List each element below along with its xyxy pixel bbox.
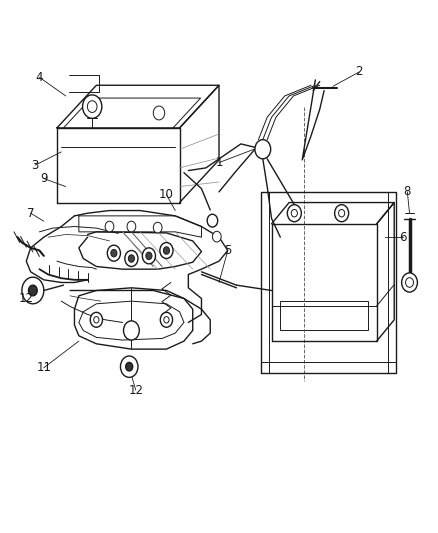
Circle shape — [90, 312, 102, 327]
Circle shape — [105, 221, 114, 232]
Circle shape — [406, 278, 413, 287]
Circle shape — [339, 209, 345, 217]
Circle shape — [160, 243, 173, 259]
Circle shape — [402, 273, 417, 292]
Text: 3: 3 — [32, 159, 39, 172]
Circle shape — [153, 106, 165, 120]
Text: 7: 7 — [27, 207, 35, 220]
Text: 12: 12 — [128, 384, 143, 397]
Circle shape — [146, 252, 152, 260]
Circle shape — [127, 221, 136, 232]
Circle shape — [142, 248, 155, 264]
Circle shape — [111, 249, 117, 257]
Text: 2: 2 — [355, 66, 363, 78]
Circle shape — [125, 251, 138, 266]
Text: 11: 11 — [36, 361, 51, 374]
Circle shape — [83, 95, 102, 118]
Circle shape — [126, 362, 133, 371]
Text: 9: 9 — [40, 172, 48, 185]
Circle shape — [160, 312, 173, 327]
Circle shape — [212, 231, 221, 242]
Circle shape — [22, 277, 44, 304]
Circle shape — [107, 245, 120, 261]
Circle shape — [124, 321, 139, 340]
Circle shape — [291, 209, 297, 217]
Text: 12: 12 — [19, 292, 34, 305]
Circle shape — [128, 255, 134, 262]
Circle shape — [28, 285, 37, 296]
Circle shape — [120, 356, 138, 377]
Text: 6: 6 — [399, 231, 407, 244]
Circle shape — [287, 205, 301, 222]
Circle shape — [153, 222, 162, 233]
Circle shape — [335, 205, 349, 222]
Text: 8: 8 — [404, 185, 411, 198]
Circle shape — [255, 140, 271, 159]
Circle shape — [164, 317, 169, 323]
Text: 1: 1 — [215, 156, 223, 169]
Circle shape — [207, 214, 218, 227]
Circle shape — [88, 101, 97, 112]
Circle shape — [94, 317, 99, 323]
Text: 10: 10 — [159, 188, 174, 201]
Bar — [280, 301, 368, 330]
Text: 4: 4 — [35, 71, 43, 84]
Circle shape — [163, 247, 170, 254]
Text: 5: 5 — [224, 244, 231, 257]
